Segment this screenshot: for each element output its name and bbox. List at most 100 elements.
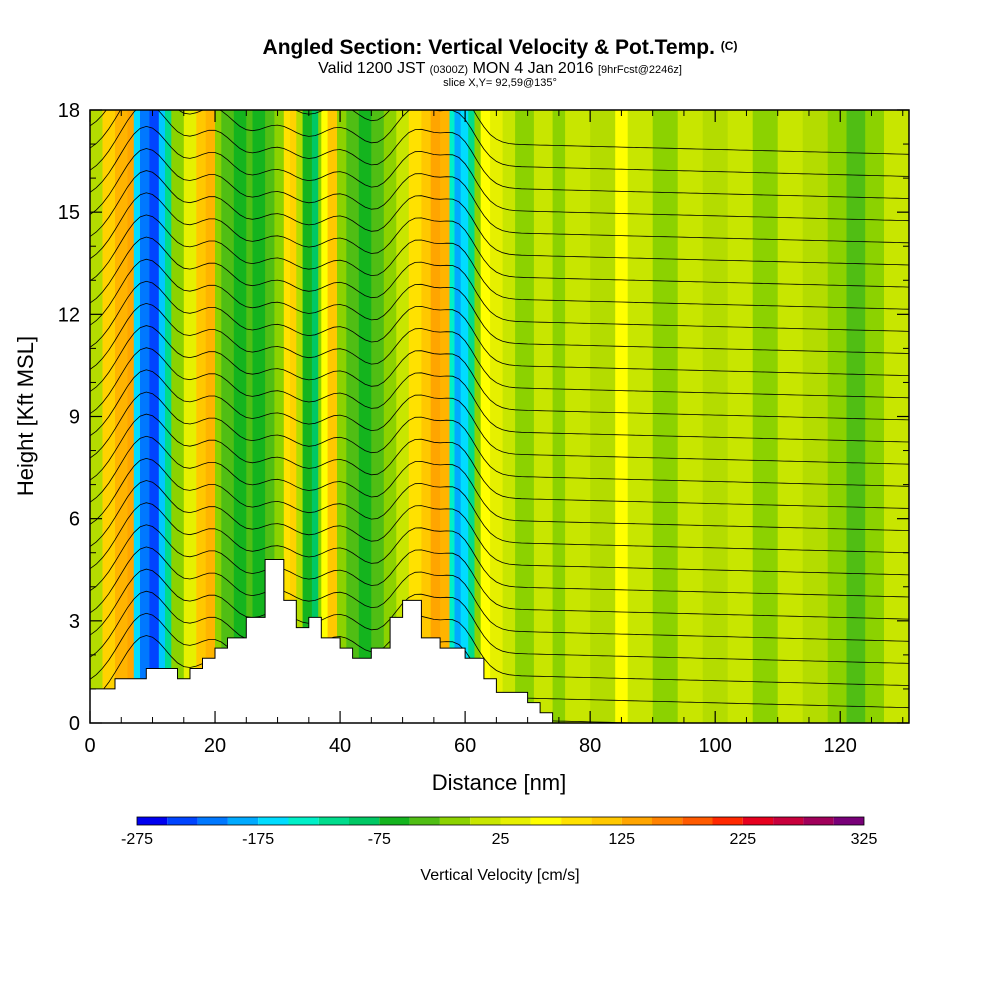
isentrope-line — [90, 110, 909, 155]
y-tick-label: 15 — [58, 202, 80, 224]
isentrope-line — [90, 391, 909, 487]
colorbar-label: Vertical Velocity [cm/s] — [420, 867, 579, 884]
field-strip — [302, 110, 313, 723]
y-tick-label: 6 — [69, 509, 80, 531]
chart-subtitle: Valid 1200 JST (0300Z) MON 4 Jan 2016 [9… — [0, 60, 1000, 78]
field-strip — [421, 110, 432, 723]
field-strip — [233, 110, 247, 723]
colorbar-swatch — [682, 817, 713, 825]
isentrope-line — [90, 192, 909, 288]
field-strip — [627, 110, 654, 723]
field-strip — [115, 110, 129, 723]
y-tick-label: 0 — [69, 713, 80, 735]
x-tick-label: 60 — [454, 735, 476, 757]
field-strip — [318, 110, 322, 723]
colorbar-swatch — [439, 817, 471, 825]
field-strip — [215, 110, 222, 723]
colorbar-swatch — [227, 817, 259, 825]
isentrope-line — [90, 480, 909, 576]
colorbar-swatch — [409, 817, 440, 825]
isentrope-line — [90, 148, 909, 244]
isentrope-line — [90, 347, 909, 443]
x-tick-label: 0 — [84, 735, 95, 757]
colorbar-tick-label: 25 — [492, 831, 510, 848]
field-strip — [290, 110, 297, 723]
colorbar-swatch — [500, 817, 531, 825]
x-tick-label: 120 — [824, 735, 857, 757]
field-strip — [515, 110, 535, 723]
field-strip — [221, 110, 235, 723]
colorbar: -275 -175 -75 25 125 225 325 — [121, 816, 878, 848]
field-strip — [321, 110, 329, 723]
field-strip — [408, 110, 422, 723]
y-axis: 0 3 6 9 12 15 18 — [58, 100, 909, 735]
field-strip — [590, 110, 616, 723]
field-strip — [265, 110, 276, 723]
valid-zulu: (0300Z) — [429, 64, 469, 76]
colorbar-swatch — [288, 817, 319, 825]
y-tick-label: 9 — [69, 407, 80, 429]
field-strip — [802, 110, 829, 723]
isentrope-line — [90, 546, 909, 642]
isentrope-line — [90, 369, 909, 465]
field-strip — [440, 110, 451, 723]
isentrope-line — [90, 435, 909, 531]
field-strip — [171, 110, 185, 723]
isentrope-line — [90, 170, 909, 266]
field-strip — [205, 110, 216, 723]
terrain-mask — [89, 559, 554, 724]
isentrope-line — [90, 125, 909, 222]
field-strip — [460, 110, 469, 723]
isentrope-line — [90, 325, 909, 421]
colorbar-tick-label: -75 — [368, 831, 391, 848]
colorbar-tick-label: -175 — [242, 831, 274, 848]
field-strip — [311, 110, 319, 723]
colorbar-swatch — [379, 817, 410, 825]
isentrope-line — [90, 214, 909, 310]
field-strip — [449, 110, 456, 723]
colorbar-frame — [136, 816, 865, 826]
field-strip — [533, 110, 554, 723]
colorbar-swatch — [712, 817, 743, 825]
field-strip — [133, 110, 141, 723]
colorbar-tick-label: 125 — [608, 831, 635, 848]
field-strip — [158, 110, 166, 723]
field-strip — [430, 110, 441, 723]
field-strip — [140, 110, 150, 723]
field-strip — [652, 110, 679, 723]
isentrope-line — [90, 590, 909, 686]
x-tick-label: 100 — [699, 735, 732, 757]
colorbar-tick-label: 325 — [851, 831, 878, 848]
field-strip — [677, 110, 704, 723]
field-strip — [702, 110, 729, 723]
colorbar-swatch — [561, 817, 592, 825]
field-strip — [246, 110, 254, 723]
x-axis-label: Distance [nm] — [432, 770, 567, 795]
colorbar-tick-label: 225 — [729, 831, 756, 848]
field-strip — [552, 110, 566, 723]
forecast-info: [9hrFcst@2246z] — [597, 64, 682, 76]
colorbar-swatch — [470, 817, 501, 825]
slice-info: slice X,Y= 92,59@135° — [443, 77, 557, 89]
field-strip — [865, 110, 885, 723]
field-strip — [727, 110, 754, 723]
x-tick-label: 40 — [329, 735, 351, 757]
colorbar-swatch — [621, 817, 652, 825]
isentrope-line — [90, 568, 909, 664]
x-tick-label: 20 — [204, 735, 226, 757]
isentrope-line — [90, 236, 909, 332]
field-strip — [196, 110, 207, 723]
field-strip — [183, 110, 197, 723]
isentrope-line — [90, 524, 909, 620]
isentrope-line — [90, 413, 909, 509]
field-strip — [565, 110, 591, 723]
colorbar-swatch — [652, 817, 683, 825]
colorbar-tick-label: -275 — [121, 831, 153, 848]
field-strip — [474, 110, 482, 723]
y-tick-label: 3 — [69, 611, 80, 633]
field-strip — [283, 110, 291, 723]
isentrope-line — [90, 110, 909, 177]
colorbar-swatch — [167, 817, 198, 825]
field-strip — [454, 110, 462, 723]
